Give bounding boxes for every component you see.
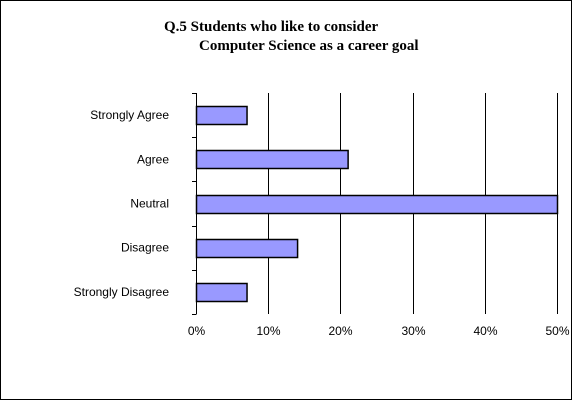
bar-strongly-agree: [195, 105, 248, 126]
x-tick-labels: 0% 10% 20% 30% 40% 50%: [188, 324, 570, 338]
category-label-4: Strongly Disagree: [74, 285, 170, 299]
bars: [195, 105, 559, 303]
category-labels: Strongly Agree Agree Neutral Disagree Strong…: [74, 108, 170, 299]
chart-title-line-2: Computer Science as a career goal: [199, 38, 419, 54]
bar-agree: [195, 149, 349, 170]
category-label-0: Strongly Agree: [90, 108, 169, 122]
chart-title-line-1: Q.5 Students who like to consider: [164, 19, 379, 35]
bar-strongly-disagree: [195, 282, 248, 303]
category-label-1: Agree: [137, 152, 169, 166]
x-tick-label-2: 20%: [328, 324, 352, 338]
x-tick-label-1: 10%: [256, 324, 280, 338]
category-label-2: Neutral: [130, 197, 169, 211]
x-tick-label-3: 30%: [401, 324, 425, 338]
bar-disagree: [195, 238, 299, 259]
x-tick-label-4: 40%: [473, 324, 497, 338]
category-label-3: Disagree: [121, 241, 169, 255]
bar-neutral: [195, 194, 559, 215]
x-tick-label-5: 50%: [545, 324, 569, 338]
x-tick-label-0: 0%: [188, 324, 206, 338]
